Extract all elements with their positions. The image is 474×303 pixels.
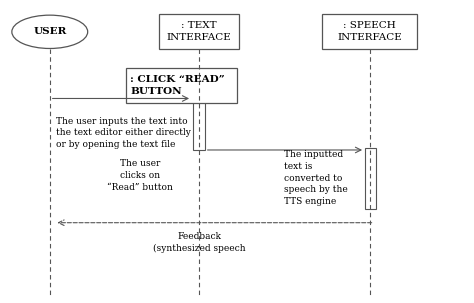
- Text: : TEXT
INTERFACE: : TEXT INTERFACE: [167, 22, 231, 42]
- Text: Feedback
(synthesized speech: Feedback (synthesized speech: [153, 232, 246, 253]
- Text: USER: USER: [33, 27, 66, 36]
- Bar: [126, 68, 237, 103]
- Bar: [322, 14, 417, 49]
- Bar: [365, 148, 376, 209]
- Text: The inputted
text is
converted to
speech by the
TTS engine: The inputted text is converted to speech…: [284, 150, 348, 206]
- Text: The user inputs the text into
the text editor either directly
or by opening the : The user inputs the text into the text e…: [56, 117, 191, 149]
- Bar: [159, 14, 239, 49]
- Bar: [193, 83, 205, 150]
- Text: The user
clicks on
“Read” button: The user clicks on “Read” button: [107, 159, 173, 192]
- Text: : CLICK “READ”
BUTTON: : CLICK “READ” BUTTON: [130, 75, 225, 96]
- Text: : SPEECH
INTERFACE: : SPEECH INTERFACE: [337, 22, 402, 42]
